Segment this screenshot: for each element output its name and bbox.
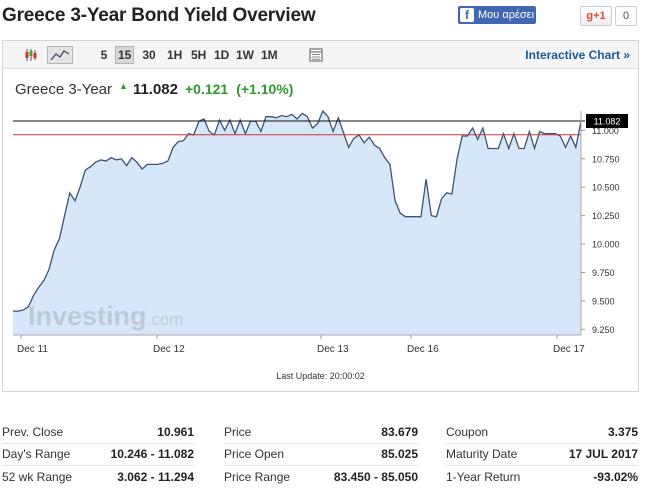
stat-label: Prev. Close [2, 424, 64, 439]
candlestick-chart-icon[interactable] [21, 46, 41, 64]
stat-row: Day's Range 10.246 - 11.082 [2, 444, 194, 466]
stats-column-3: Coupon 3.375 Maturity Date 17 JUL 2017 1-Yea… [446, 421, 638, 489]
stats-column-1: Prev. Close 10.961 Day's Range 10.246 - 11.… [2, 421, 194, 489]
x-tick-label: Dec 16 [407, 344, 439, 355]
stat-label: Coupon [446, 424, 489, 439]
stat-value: 3.375 [607, 424, 638, 439]
timeframe-5[interactable]: 5 [100, 48, 108, 62]
timeframe-1w[interactable]: 1W [236, 48, 254, 62]
stat-label: Day's Range [2, 447, 71, 462]
stat-value: 83.679 [381, 424, 418, 439]
current-value-tag [586, 114, 628, 129]
up-arrow-icon: ▲ [119, 81, 128, 91]
facebook-like-label: Μου αρέσει [478, 9, 535, 21]
y-tick-label: 10.750 [592, 154, 620, 164]
timeframe-1h[interactable]: 1H [167, 48, 183, 62]
stat-row: Maturity Date 17 JUL 2017 [446, 444, 638, 466]
y-tick-label: 10.000 [592, 240, 620, 250]
area-chart-icon[interactable] [47, 46, 73, 64]
stat-value: 83.450 - 85.050 [333, 470, 418, 485]
google-plus-count: 0 [615, 6, 637, 26]
price-change-percent: (+1.10%) [236, 81, 294, 97]
interactive-chart-link[interactable]: Interactive Chart » [525, 48, 630, 62]
stat-row: 1-Year Return -93.02% [446, 466, 638, 489]
x-tick-label: Dec 17 [553, 344, 585, 355]
page-title: Greece 3-Year Bond Yield Overview [2, 5, 316, 26]
timeframe-1m[interactable]: 1M [261, 48, 278, 62]
timeframe-30[interactable]: 30 [142, 48, 156, 62]
google-plus-button[interactable]: g+1 [580, 6, 612, 26]
stat-label: 1-Year Return [446, 470, 521, 485]
stat-value: 3.062 - 11.294 [117, 470, 194, 485]
yield-chart[interactable]: Investing.com 11.000 10.750 10.500 10.250 10.… [3, 41, 638, 371]
last-update: Last Update: 20:00:02 [276, 371, 365, 381]
stat-label: Price [224, 424, 252, 439]
stat-row: 52 wk Range 3.062 - 11.294 [2, 466, 194, 489]
timeframe-15[interactable]: 15 [115, 46, 135, 64]
price-change: +0.121 [185, 81, 229, 97]
chart-panel: 5 15 30 1H 5H 1D 1W 1M Interactive Chart » Gree… [2, 40, 639, 392]
stat-row: Price Open 85.025 [224, 444, 418, 466]
y-tick-label: 9.750 [592, 268, 615, 278]
stat-label: Maturity Date [446, 447, 518, 462]
chart-toolbar: 5 15 30 1H 5H 1D 1W 1M Interactive Chart » [3, 41, 638, 69]
stat-value: 85.025 [381, 447, 418, 462]
timeframe-5h[interactable]: 5H [191, 48, 207, 62]
stat-label: Price Open [224, 447, 285, 462]
instrument-name: Greece 3-Year [15, 81, 113, 98]
facebook-icon: f [460, 8, 474, 22]
stat-value: -93.02% [593, 470, 638, 485]
watermark-logo: Investing.com [28, 301, 183, 331]
stat-row: Price Range 83.450 - 85.050 [224, 466, 418, 489]
stat-value: 10.246 - 11.082 [110, 447, 194, 462]
facebook-like-button[interactable]: f Μου αρέσει [458, 6, 536, 24]
x-tick-label: Dec 12 [153, 344, 185, 355]
stat-label: Price Range [224, 470, 291, 485]
y-tick-label: 11.000 [592, 126, 619, 136]
stat-value: 10.961 [157, 424, 194, 439]
stat-value: 17 JUL 2017 [568, 447, 638, 462]
series-line [13, 109, 582, 312]
y-tick-label: 10.250 [592, 211, 620, 221]
y-tick-label: 9.250 [592, 325, 615, 335]
last-price: 11.082 [132, 81, 178, 98]
stats-column-2: Price 83.679 Price Open 85.025 Price Range 83… [224, 421, 418, 489]
quote-line: Greece 3-Year ▲ 11.082 +0.121 (+1.10%) [15, 81, 293, 98]
timeframe-1d[interactable]: 1D [214, 48, 230, 62]
table-view-icon[interactable] [306, 46, 326, 64]
stat-row: Price 83.679 [224, 421, 418, 444]
x-tick-label: Dec 13 [317, 344, 349, 355]
x-tick-label: Dec 11 [17, 344, 48, 355]
area-fill [13, 111, 581, 335]
current-value-label: 11.082 [594, 117, 621, 127]
stat-label: 52 wk Range [2, 470, 73, 485]
stat-row: Prev. Close 10.961 [2, 421, 194, 444]
y-tick-label: 10.500 [592, 183, 620, 193]
stat-row: Coupon 3.375 [446, 421, 638, 444]
y-tick-label: 9.500 [592, 296, 615, 306]
